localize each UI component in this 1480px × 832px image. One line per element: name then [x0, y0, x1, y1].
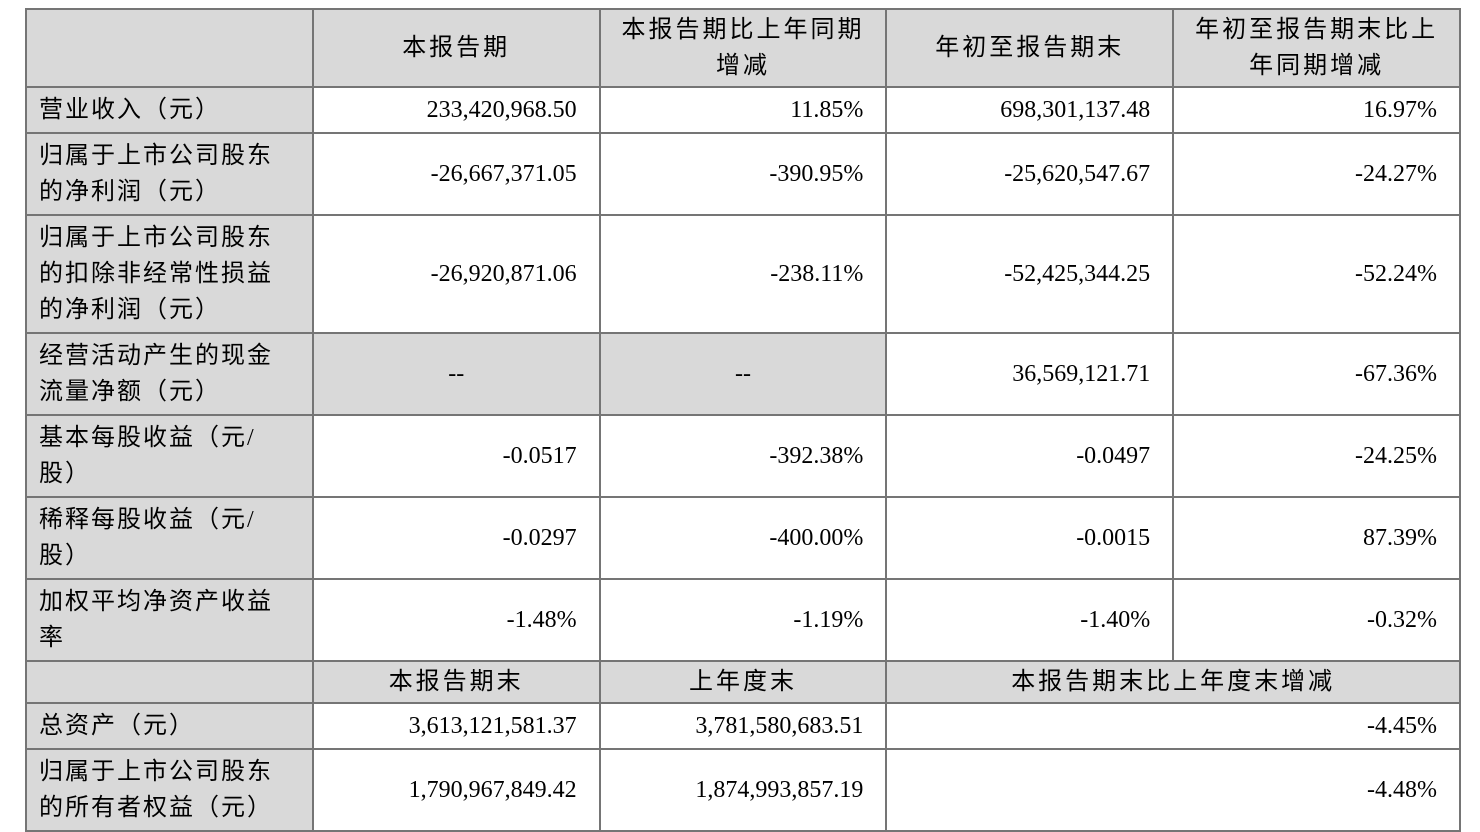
cell-value: -392.38%	[598, 414, 888, 498]
cell-value: 3,613,121,581.37	[311, 702, 601, 750]
table-row: 基本每股收益（元/股） -0.0517 -392.38% -0.0497 -24…	[25, 414, 1461, 498]
header-blank-cell	[25, 660, 314, 704]
cell-value: -238.11%	[598, 214, 888, 334]
cell-value-na: --	[598, 332, 888, 416]
table-row: 稀释每股收益（元/股） -0.0297 -400.00% -0.0015 87.…	[25, 496, 1461, 580]
row-label: 加权平均净资产收益率	[25, 578, 314, 662]
cell-value: -1.48%	[311, 578, 601, 662]
cell-value: 11.85%	[598, 86, 888, 134]
table-row: 归属于上市公司股东的扣除非经常性损益的净利润（元） -26,920,871.06…	[25, 214, 1461, 334]
table-header-row-2: 本报告期末 上年度末 本报告期末比上年度末增减	[25, 660, 1461, 704]
row-label: 归属于上市公司股东的净利润（元）	[25, 132, 314, 216]
cell-value: -0.32%	[1172, 578, 1461, 662]
cell-value: -0.0297	[311, 496, 601, 580]
cell-value: 36,569,121.71	[885, 332, 1175, 416]
cell-value: 698,301,137.48	[885, 86, 1175, 134]
cell-value: -390.95%	[598, 132, 888, 216]
cell-value: -67.36%	[1172, 332, 1461, 416]
row-label: 营业收入（元）	[25, 86, 314, 134]
row-label: 基本每股收益（元/股）	[25, 414, 314, 498]
cell-value: 16.97%	[1172, 86, 1461, 134]
table-row: 加权平均净资产收益率 -1.48% -1.19% -1.40% -0.32%	[25, 578, 1461, 662]
header-end-of-period: 本报告期末	[311, 660, 601, 704]
cell-value: -400.00%	[598, 496, 888, 580]
table-row: 归属于上市公司股东的净利润（元） -26,667,371.05 -390.95%…	[25, 132, 1461, 216]
table-header-row-1: 本报告期 本报告期比上年同期增减 年初至报告期末 年初至报告期末比上年同期增减	[25, 8, 1461, 88]
cell-value: -4.45%	[885, 702, 1461, 750]
table-row: 归属于上市公司股东的所有者权益（元） 1,790,967,849.42 1,87…	[25, 748, 1461, 832]
cell-value: -0.0497	[885, 414, 1175, 498]
header-end-of-last-year: 上年度末	[598, 660, 888, 704]
row-label: 总资产（元）	[25, 702, 314, 750]
header-current-period: 本报告期	[311, 8, 601, 88]
cell-value: -26,920,871.06	[311, 214, 601, 334]
cell-value: -0.0015	[885, 496, 1175, 580]
cell-value: 1,790,967,849.42	[311, 748, 601, 832]
header-blank-cell	[25, 8, 314, 88]
cell-value: 1,874,993,857.19	[598, 748, 888, 832]
cell-value: -0.0517	[311, 414, 601, 498]
cell-value: -4.48%	[885, 748, 1461, 832]
cell-value: -24.25%	[1172, 414, 1461, 498]
financial-summary-table: 本报告期 本报告期比上年同期增减 年初至报告期末 年初至报告期末比上年同期增减 …	[25, 8, 1461, 832]
cell-value: -1.19%	[598, 578, 888, 662]
header-ytd: 年初至报告期末	[885, 8, 1175, 88]
table-row: 经营活动产生的现金流量净额（元） -- -- 36,569,121.71 -67…	[25, 332, 1461, 416]
row-label: 归属于上市公司股东的扣除非经常性损益的净利润（元）	[25, 214, 314, 334]
header-change-vs-last-year-end: 本报告期末比上年度末增减	[885, 660, 1461, 704]
cell-value: -52,425,344.25	[885, 214, 1175, 334]
cell-value: -52.24%	[1172, 214, 1461, 334]
financial-report-page: 本报告期 本报告期比上年同期增减 年初至报告期末 年初至报告期末比上年同期增减 …	[25, 8, 1461, 832]
cell-value: -25,620,547.67	[885, 132, 1175, 216]
cell-value: -24.27%	[1172, 132, 1461, 216]
row-label: 稀释每股收益（元/股）	[25, 496, 314, 580]
cell-value-na: --	[311, 332, 601, 416]
cell-value: 3,781,580,683.51	[598, 702, 888, 750]
header-yoy-change: 本报告期比上年同期增减	[598, 8, 888, 88]
cell-value: 87.39%	[1172, 496, 1461, 580]
cell-value: -26,667,371.05	[311, 132, 601, 216]
header-ytd-yoy-change: 年初至报告期末比上年同期增减	[1172, 8, 1461, 88]
table-row: 总资产（元） 3,613,121,581.37 3,781,580,683.51…	[25, 702, 1461, 750]
table-row: 营业收入（元） 233,420,968.50 11.85% 698,301,13…	[25, 86, 1461, 134]
row-label: 经营活动产生的现金流量净额（元）	[25, 332, 314, 416]
cell-value: -1.40%	[885, 578, 1175, 662]
row-label: 归属于上市公司股东的所有者权益（元）	[25, 748, 314, 832]
cell-value: 233,420,968.50	[311, 86, 601, 134]
